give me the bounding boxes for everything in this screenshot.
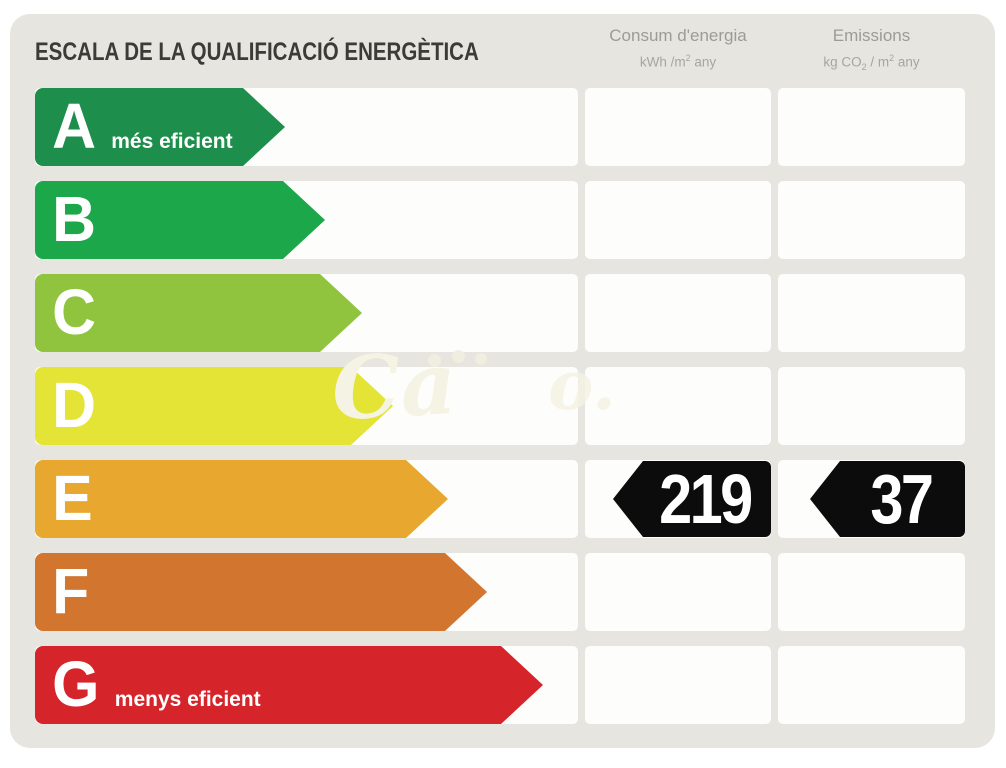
scale-row: E 219 37: [35, 460, 965, 538]
energy-label-panel: ESCALA DE LA QUALIFICACIÓ ENERGÈTICA Con…: [10, 14, 995, 748]
scale-cell: C: [35, 274, 578, 352]
unit-part: 2: [861, 62, 867, 73]
emissions-header-title: Emissions: [832, 26, 911, 45]
grade-label: menys eficient: [114, 688, 261, 711]
consumption-cell: [585, 646, 771, 724]
emissions-cell: 37: [778, 460, 965, 538]
consumption-cell: [585, 553, 771, 631]
grade-label: [99, 409, 111, 432]
emissions-rating-arrow: 37: [810, 461, 965, 537]
unit-part: 2: [685, 53, 691, 63]
consumption-value: 219: [659, 460, 753, 538]
unit-part: 2: [889, 53, 895, 63]
scale-cell: E: [35, 460, 578, 538]
emissions-cell: [778, 367, 965, 445]
grade-letter: E: [52, 462, 93, 534]
page-title: ESCALA DE LA QUALIFICACIÓ ENERGÈTICA: [35, 38, 479, 66]
grade-arrow: B: [35, 181, 325, 259]
scale-row: B: [35, 181, 965, 259]
grade-letter: A: [52, 90, 97, 162]
grade-letter: C: [52, 276, 97, 348]
unit-part: / m: [866, 54, 890, 70]
scale-row: D: [35, 367, 965, 445]
grade-arrow: F: [35, 553, 487, 631]
grade-label: [96, 502, 108, 525]
emissions-cell: [778, 88, 965, 166]
grade-label: [99, 316, 111, 339]
unit-part: any: [894, 54, 920, 70]
emissions-cell: [778, 181, 965, 259]
consumption-rating-arrow: 219: [613, 461, 771, 537]
grade-arrow: D: [35, 367, 393, 445]
consumption-cell: [585, 181, 771, 259]
column-header-emissions: Emissions kg CO2 / m2 any: [778, 26, 965, 72]
unit-part: kg CO: [823, 54, 862, 70]
unit-part: kWh /m: [639, 54, 686, 70]
emissions-cell: [778, 646, 965, 724]
emissions-cell: [778, 274, 965, 352]
consumption-header-title: Consum d'energia: [609, 26, 747, 45]
grade-letter: D: [52, 369, 97, 441]
scale-cell: B: [35, 181, 578, 259]
scale-cell: D: [35, 367, 578, 445]
grade-arrow: E: [35, 460, 448, 538]
grade-letter: G: [52, 648, 100, 720]
unit-part: any: [690, 54, 717, 70]
grade-arrow: C: [35, 274, 362, 352]
grade-label: [99, 223, 111, 246]
emissions-value: 37: [869, 460, 934, 538]
scale-cell: F: [35, 553, 578, 631]
consumption-cell: [585, 367, 771, 445]
grade-label: [92, 595, 104, 618]
grade-letter: F: [52, 555, 90, 627]
emissions-cell: [778, 553, 965, 631]
consumption-cell: 219: [585, 460, 771, 538]
grade-label: més eficient: [111, 130, 233, 153]
consumption-header-unit: kWh /m2 any: [585, 53, 771, 70]
scale-row: C: [35, 274, 965, 352]
scale-row: F: [35, 553, 965, 631]
grade-letter: B: [52, 183, 97, 255]
consumption-cell: [585, 274, 771, 352]
consumption-cell: [585, 88, 771, 166]
emissions-header-unit: kg CO2 / m2 any: [778, 53, 965, 72]
column-header-consumption: Consum d'energia kWh /m2 any: [585, 26, 771, 70]
